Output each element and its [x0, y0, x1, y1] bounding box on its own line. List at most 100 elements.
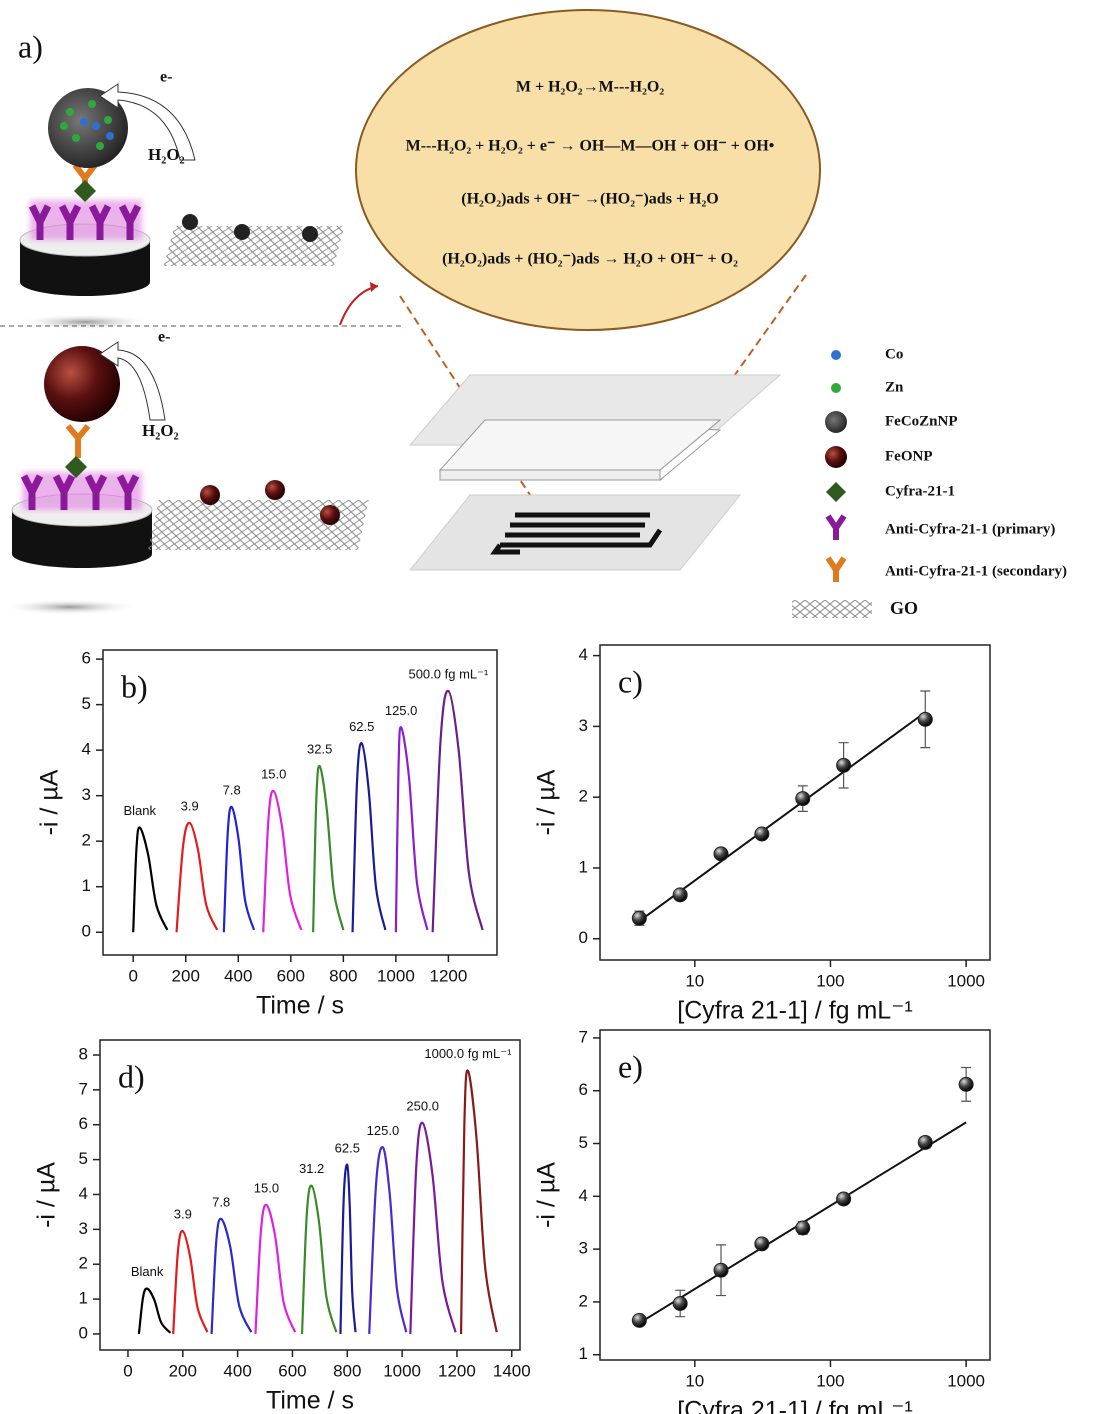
y-tick-label: 4	[82, 740, 91, 759]
x-tick-label: 10	[685, 971, 704, 990]
trace-label: Blank	[131, 1264, 164, 1279]
trace-label: 1000.0 fg mL⁻¹	[424, 1046, 512, 1061]
x-tick-label: 1400	[493, 1361, 531, 1380]
trace-label: 3.9	[181, 798, 199, 813]
electrode	[20, 268, 150, 296]
current-trace	[255, 1205, 295, 1334]
equation: M---H₂O₂ + H₂O₂ + e⁻ → OH—M—OH + OH⁻ + O…	[406, 138, 775, 155]
x-axis-label: [Cyfra 21-1] / fg mL⁻¹	[677, 997, 913, 1025]
legend-label: Cyfra-21-1	[885, 483, 955, 499]
x-tick-label: 1200	[438, 1361, 476, 1380]
trace-label: 62.5	[335, 1140, 360, 1155]
y-axis-label: -i / µA	[33, 1162, 61, 1228]
current-trace	[173, 1231, 207, 1334]
y-tick-label: 6	[79, 1114, 88, 1133]
legend-icon	[826, 482, 846, 502]
y-tick-label: 3	[79, 1219, 88, 1238]
x-tick-label: 800	[333, 1361, 361, 1380]
y-tick-label: 0	[79, 1323, 88, 1342]
trace-label: 15.0	[261, 767, 286, 782]
x-tick-label: 1000	[377, 966, 415, 985]
legend-icon	[831, 383, 841, 393]
trace-label: 250.0	[406, 1098, 439, 1113]
legend-icon	[831, 350, 841, 360]
legend-label: FeCoZnNP	[885, 413, 958, 429]
antibodies	[30, 200, 142, 240]
shadow	[15, 314, 155, 330]
trace-label: 32.5	[307, 742, 332, 757]
current-trace	[263, 791, 301, 932]
data-point	[918, 1135, 932, 1149]
x-tick-label: 600	[278, 1361, 306, 1380]
data-point	[959, 1077, 973, 1091]
data-point	[755, 1237, 769, 1251]
trace-label: 125.0	[367, 1123, 400, 1138]
pointer-arrow	[340, 286, 378, 325]
current-trace	[396, 727, 428, 932]
current-trace	[369, 1147, 406, 1334]
y-tick-label: 0	[579, 928, 588, 947]
trace-label: Blank	[124, 803, 157, 818]
legend-icon	[792, 600, 872, 618]
pointer-arrow-head	[370, 282, 378, 292]
data-point	[714, 1263, 728, 1277]
data-point	[918, 712, 932, 726]
x-tick-label: 0	[123, 1361, 132, 1380]
plot-frame	[100, 1040, 520, 1350]
chart: 0200400600800100012001400012345678Time /…	[33, 1040, 531, 1414]
x-tick-label: 400	[223, 1361, 251, 1380]
y-tick-label: 4	[579, 1186, 588, 1205]
x-tick-label: 200	[169, 1361, 197, 1380]
data-point	[714, 847, 728, 861]
y-tick-label: 5	[79, 1149, 88, 1168]
y-tick-label: 3	[82, 785, 91, 804]
legend-icon	[825, 446, 847, 468]
x-tick-label: 600	[277, 966, 305, 985]
x-tick-label: 1000	[947, 971, 985, 990]
y-tick-label: 5	[579, 1133, 588, 1152]
x-axis-label: [Cyfra 21-1] / fg mL⁻¹	[677, 1397, 913, 1414]
panel-label: e)	[618, 1048, 643, 1084]
panel-label: a)	[18, 28, 43, 64]
panel-a: a) e- H₂O₂	[0, 10, 1067, 618]
y-tick-label: 6	[82, 649, 91, 668]
reagent-label: H₂O₂	[142, 421, 179, 440]
trace-label: 7.8	[212, 1194, 230, 1209]
legend-label: GO	[890, 598, 918, 618]
data-point	[755, 827, 769, 841]
trace-label: 3.9	[174, 1207, 192, 1222]
y-tick-label: 1	[82, 876, 91, 895]
data-point	[837, 758, 851, 772]
np	[234, 224, 250, 240]
y-tick-label: 2	[82, 831, 91, 850]
data-point	[632, 1313, 646, 1327]
plot-frame	[600, 645, 990, 960]
x-axis-label: Time / s	[266, 1387, 354, 1414]
np	[200, 485, 220, 505]
legend-label: Co	[885, 346, 903, 362]
x-tick-label: 1000	[383, 1361, 421, 1380]
y-tick-label: 4	[579, 645, 588, 664]
x-tick-label: 0	[128, 966, 137, 985]
electrode	[12, 540, 152, 568]
current-trace	[177, 823, 218, 932]
equation: M + H₂O₂→M---H₂O₂	[516, 79, 664, 96]
legend-icon	[828, 558, 844, 582]
y-tick-label: 8	[79, 1044, 88, 1063]
y-axis-label: -i / µA	[533, 769, 561, 835]
y-axis-label: -i / µA	[36, 769, 64, 835]
panel-label: b)	[121, 668, 148, 704]
y-tick-label: 3	[579, 716, 588, 735]
device	[410, 375, 780, 570]
current-trace	[212, 1219, 252, 1334]
figure: a) e- H₂O₂	[0, 0, 1116, 1414]
legend: Co Zn FeCoZnNP FeONP Cyfra-21-1 Anti-Cyf…	[792, 346, 1067, 618]
legend-icon	[825, 411, 847, 433]
np	[182, 214, 198, 230]
trace-label: 500.0 fg mL⁻¹	[408, 666, 489, 681]
y-tick-label: 6	[579, 1080, 588, 1099]
np	[302, 226, 318, 242]
current-trace	[302, 1186, 336, 1334]
trace-label: 15.0	[254, 1180, 279, 1195]
antigen	[74, 180, 96, 202]
